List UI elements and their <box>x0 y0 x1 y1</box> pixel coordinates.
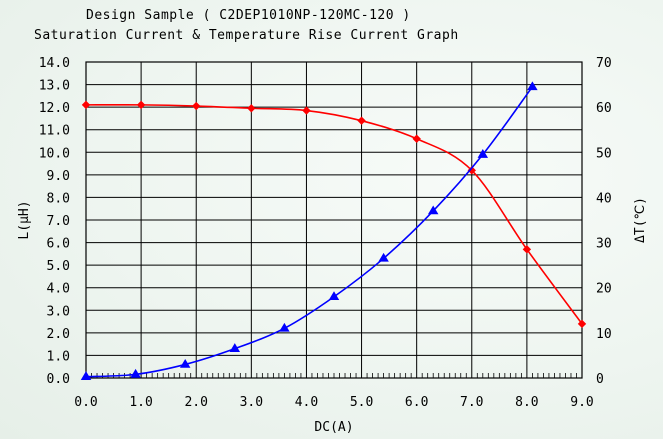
y-right-tick-label: 70 <box>596 56 612 71</box>
x-tick-label: 1.0 <box>129 395 152 410</box>
y-right-tick-label: 0 <box>596 372 604 387</box>
y-left-tick-label: 3.0 <box>47 304 70 319</box>
temperature-point <box>130 368 141 378</box>
temperature-point <box>80 371 92 380</box>
y-left-tick-label: 6.0 <box>47 237 70 252</box>
y-right-tick-label: 20 <box>596 282 612 297</box>
inductance-point <box>192 101 201 111</box>
x-tick-label: 6.0 <box>405 395 428 410</box>
x-tick-label: 9.0 <box>570 395 593 410</box>
x-tick-label: 8.0 <box>515 395 538 410</box>
y-right-tick-label: 40 <box>596 191 612 206</box>
y-left-tick-label: 12.0 <box>39 101 70 116</box>
x-tick-label: 0.0 <box>74 395 97 410</box>
temperature-point <box>527 81 538 91</box>
x-axis-label: DC(A) <box>314 420 353 435</box>
y-axis-label-right: ΔT(℃) <box>633 197 648 243</box>
temperature-point <box>477 149 489 158</box>
x-tick-label: 4.0 <box>295 395 318 410</box>
y-left-tick-label: 11.0 <box>39 124 70 139</box>
temperature-point <box>378 252 389 262</box>
y-right-tick-label: 60 <box>596 101 612 116</box>
inductance-line <box>85 104 583 325</box>
x-tick-label: 5.0 <box>350 395 373 410</box>
inductance-point <box>522 245 532 254</box>
temperature-point <box>229 343 241 352</box>
plot-frame <box>85 61 583 379</box>
y-left-tick-label: 14.0 <box>39 56 70 71</box>
tick-labels: 0.0 1.0 2.0 3.0 4.0 5.0 6.0 7.0 8.0 9.0 0.0 1.0 2.0 3… <box>39 56 612 410</box>
y-right-tick-label: 30 <box>596 237 612 252</box>
temperature-rise-line <box>85 86 534 378</box>
minor-ticks <box>91 373 577 378</box>
y-left-tick-label: 10.0 <box>39 146 70 161</box>
y-left-tick-label: 4.0 <box>47 282 70 297</box>
y-left-tick-label: 2.0 <box>47 327 70 342</box>
temperature-point <box>427 205 439 215</box>
temperature-point <box>279 322 290 332</box>
y-left-tick-label: 13.0 <box>39 79 70 94</box>
temperature-point <box>179 358 191 368</box>
inductance-point <box>81 100 91 110</box>
temperature-point <box>328 291 340 301</box>
inductance-point <box>412 134 421 143</box>
y-left-tick-label: 1.0 <box>47 349 70 364</box>
y-left-tick-label: 9.0 <box>47 169 70 184</box>
inductance-point <box>467 166 476 175</box>
y-left-tick-label: 0.0 <box>47 372 70 387</box>
x-tick-label: 2.0 <box>184 395 207 410</box>
chart-title: Design Sample ( C2DEP1010NP-120MC-120 ) <box>86 8 411 23</box>
series-layer <box>80 81 587 380</box>
inductance-point <box>357 116 366 125</box>
y-left-tick-label: 7.0 <box>47 214 70 229</box>
y-right-tick-label: 10 <box>596 327 612 342</box>
y-right-tick-label: 50 <box>596 146 612 161</box>
y-left-tick-label: 8.0 <box>47 191 70 206</box>
y-left-tick-label: 5.0 <box>47 259 70 274</box>
x-tick-label: 3.0 <box>240 395 263 410</box>
inductance-point <box>577 319 587 329</box>
chart-subtitle: Saturation Current & Temperature Rise Cu… <box>34 28 459 43</box>
inductance-point <box>247 104 256 113</box>
y-axis-label-left: L(μH) <box>17 200 32 239</box>
inductance-point <box>302 106 311 115</box>
inductance-point <box>136 100 146 110</box>
x-tick-label: 7.0 <box>460 395 483 410</box>
